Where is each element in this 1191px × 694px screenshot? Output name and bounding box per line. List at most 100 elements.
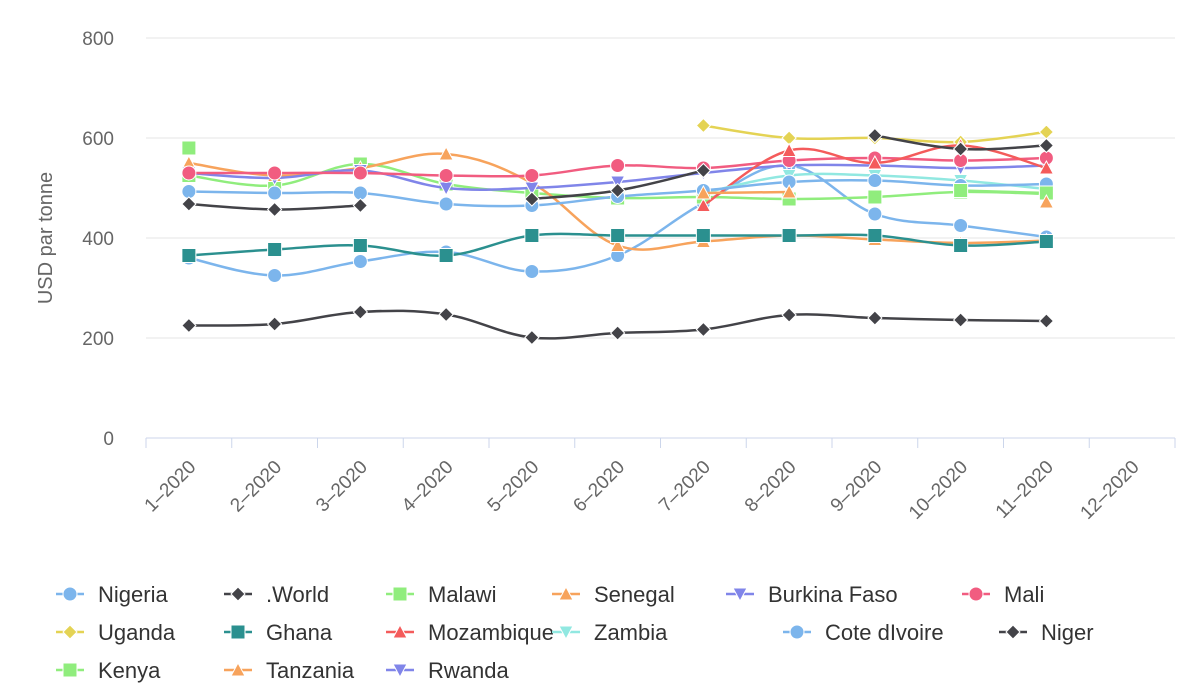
legend-item[interactable]: Uganda xyxy=(56,620,176,645)
data-point[interactable] xyxy=(352,254,368,269)
data-point[interactable] xyxy=(524,228,540,243)
y-tick-label: 600 xyxy=(82,129,114,150)
data-point[interactable] xyxy=(267,268,283,283)
legend-marker[interactable] xyxy=(558,625,574,641)
legend-item[interactable]: Niger xyxy=(999,620,1094,645)
data-point[interactable] xyxy=(609,175,626,191)
data-point[interactable] xyxy=(609,182,626,199)
data-point[interactable] xyxy=(524,168,540,183)
y-tick-label: 0 xyxy=(103,429,114,450)
data-point[interactable] xyxy=(438,168,454,183)
legend-marker[interactable] xyxy=(1005,624,1021,640)
data-point[interactable] xyxy=(438,248,454,263)
legend-marker[interactable] xyxy=(230,624,246,640)
legend-marker[interactable] xyxy=(392,663,408,679)
data-point[interactable] xyxy=(266,201,283,218)
data-point[interactable] xyxy=(953,238,969,253)
data-point[interactable] xyxy=(352,197,369,214)
data-point[interactable] xyxy=(609,325,626,341)
legend-marker[interactable] xyxy=(968,586,984,602)
legend-item[interactable]: Mali xyxy=(962,582,1044,607)
data-point[interactable] xyxy=(610,158,626,173)
x-tick-label: 9–2020 xyxy=(827,457,887,517)
data-point[interactable] xyxy=(438,306,454,323)
data-point[interactable] xyxy=(352,304,369,320)
legend-item[interactable]: Cote dIvoire xyxy=(783,620,944,645)
data-point[interactable] xyxy=(953,218,969,233)
data-point[interactable] xyxy=(1038,234,1054,249)
data-point[interactable] xyxy=(867,173,883,188)
legend-item[interactable]: Malawi xyxy=(386,582,496,607)
data-point[interactable] xyxy=(267,242,283,257)
data-point[interactable] xyxy=(524,329,540,346)
legend-item[interactable]: Senegal xyxy=(552,582,675,607)
legend-marker[interactable] xyxy=(230,661,246,677)
legend-marker[interactable] xyxy=(230,586,246,602)
data-point[interactable] xyxy=(524,264,540,279)
data-point[interactable] xyxy=(1038,124,1055,140)
data-point[interactable] xyxy=(181,196,197,212)
legend-item[interactable]: Mozambique xyxy=(386,620,554,645)
legend-item[interactable]: .World xyxy=(224,582,329,607)
legend-item[interactable]: Kenya xyxy=(56,658,161,683)
data-point[interactable] xyxy=(867,310,883,326)
data-point[interactable] xyxy=(181,140,197,156)
legend-item[interactable]: Nigeria xyxy=(56,582,168,607)
legend-marker[interactable] xyxy=(392,623,408,639)
data-point[interactable] xyxy=(867,189,883,205)
legend-marker[interactable] xyxy=(558,585,574,601)
legend-item[interactable]: Ghana xyxy=(224,620,333,645)
legend-item[interactable]: Zambia xyxy=(552,620,668,645)
legend-item[interactable]: Rwanda xyxy=(386,658,509,683)
grid-lines xyxy=(146,37,1175,339)
data-point[interactable] xyxy=(352,165,368,181)
data-point[interactable] xyxy=(781,183,797,199)
legend: Nigeria .World Malawi Senegal Burkina Faso Ma… xyxy=(56,582,1094,683)
data-point[interactable] xyxy=(695,228,711,243)
data-point[interactable] xyxy=(1038,313,1055,329)
data-point[interactable] xyxy=(695,184,712,200)
data-point[interactable] xyxy=(953,183,969,198)
legend-marker[interactable] xyxy=(392,586,408,602)
legend-marker[interactable] xyxy=(62,662,78,678)
data-point[interactable] xyxy=(695,321,712,338)
legend-marker[interactable] xyxy=(789,624,805,640)
data-point[interactable] xyxy=(438,145,454,161)
data-point[interactable] xyxy=(695,197,712,212)
data-point[interactable] xyxy=(867,127,883,144)
data-point[interactable] xyxy=(867,206,883,222)
data-point[interactable] xyxy=(610,228,626,243)
data-point[interactable] xyxy=(266,316,283,332)
data-point[interactable] xyxy=(1038,159,1055,175)
data-point[interactable] xyxy=(867,154,883,170)
data-point[interactable] xyxy=(867,228,883,243)
data-point[interactable] xyxy=(695,162,712,179)
x-tick-label: 6–2020 xyxy=(569,457,629,517)
legend-label: Zambia xyxy=(594,620,668,645)
legend-item[interactable]: Burkina Faso xyxy=(726,582,898,607)
data-point[interactable] xyxy=(267,165,283,181)
data-point[interactable] xyxy=(781,307,797,323)
data-point[interactable] xyxy=(267,185,283,201)
data-point[interactable] xyxy=(1038,137,1055,154)
data-point[interactable] xyxy=(781,228,797,243)
data-point[interactable] xyxy=(952,312,969,328)
legend-label: .World xyxy=(266,582,329,607)
legend-marker[interactable] xyxy=(62,624,78,640)
data-point[interactable] xyxy=(781,142,797,157)
x-tick-label: 2–2020 xyxy=(226,457,286,517)
legend-marker[interactable] xyxy=(62,586,78,602)
data-point[interactable] xyxy=(609,237,626,252)
data-point[interactable] xyxy=(181,165,197,181)
data-point[interactable] xyxy=(438,196,454,212)
data-point[interactable] xyxy=(352,238,368,253)
legend-item[interactable]: Tanzania xyxy=(224,658,355,683)
data-point[interactable] xyxy=(524,191,540,207)
data-point[interactable] xyxy=(695,117,712,134)
data-point[interactable] xyxy=(1038,193,1055,209)
data-point[interactable] xyxy=(181,248,197,263)
data-point[interactable] xyxy=(952,141,969,157)
legend-marker[interactable] xyxy=(732,587,748,603)
data-point[interactable] xyxy=(181,317,197,334)
